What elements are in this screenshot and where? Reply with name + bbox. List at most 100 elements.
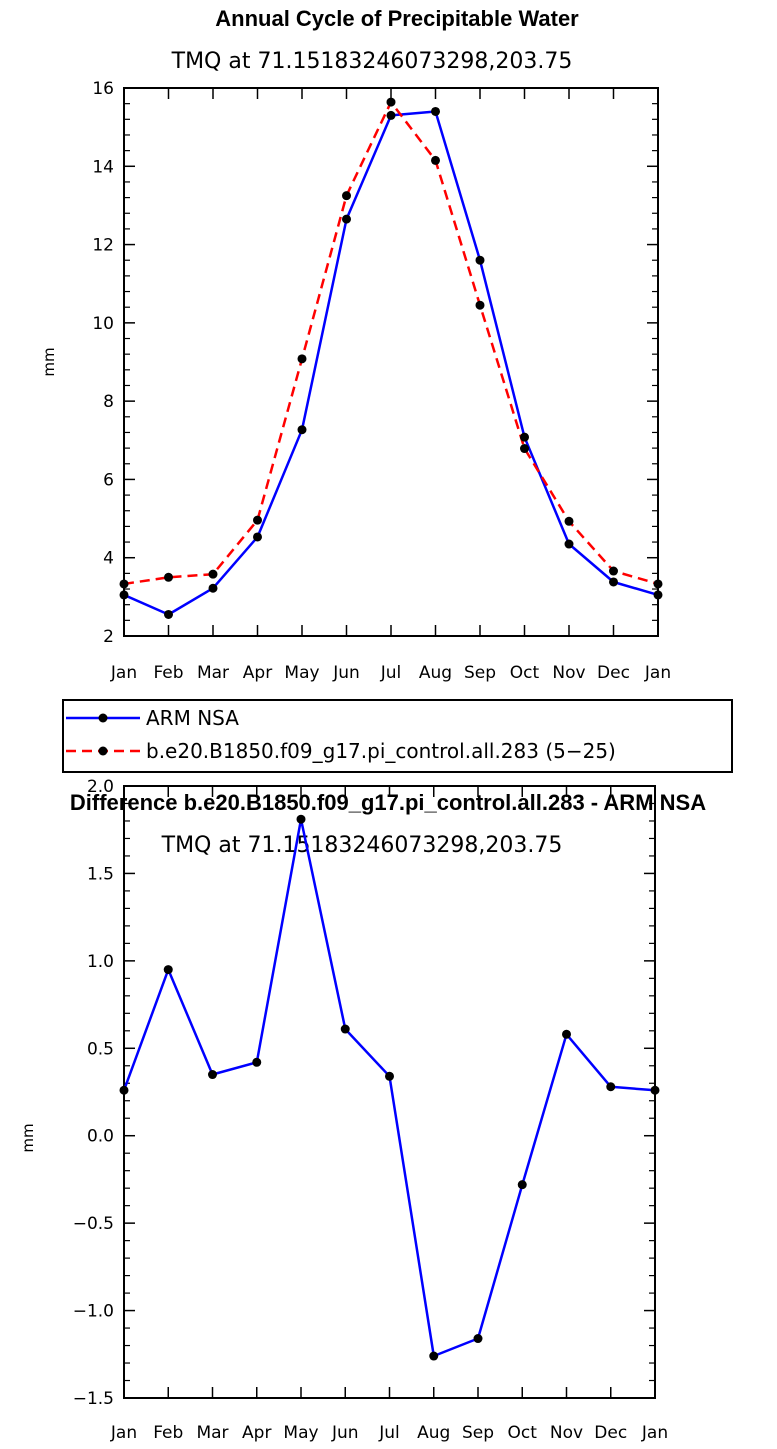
- chart1-series-line-1: [123, 110, 659, 616]
- chart1-series-2-point: [119, 579, 129, 589]
- chart1-series-2-point: [297, 354, 307, 364]
- chart2-x-tick-label: Aug: [417, 1423, 450, 1443]
- chart2-x-tick-label: Dec: [594, 1423, 627, 1443]
- chart1-title: Annual Cycle of Precipitable Water: [215, 6, 579, 31]
- chart2-y-tick-label: 0.5: [87, 1039, 114, 1059]
- chart1-x-tick-label: Mar: [197, 663, 229, 683]
- chart2-x-tick-label: Apr: [242, 1423, 271, 1443]
- chart1-series-2-point: [564, 516, 574, 526]
- chart1-x-tick-label: Apr: [243, 663, 272, 683]
- chart2-x-tick-label: May: [283, 1423, 318, 1443]
- chart1-x-tick-label: Oct: [510, 663, 540, 683]
- chart1-series-2-point: [653, 579, 663, 589]
- chart2-series-1-point: [340, 1024, 350, 1034]
- chart2-series-1-point: [252, 1057, 262, 1067]
- chart1-y-axis-label: mm: [40, 347, 58, 376]
- chart1-series-2-point: [253, 515, 262, 525]
- legend-marker-model: [98, 746, 108, 756]
- chart2-y-tick-label: 1.5: [87, 864, 114, 884]
- chart2-y-tick-label: −0.5: [73, 1214, 114, 1234]
- legend-box: [62, 699, 733, 773]
- chart1-series-1-point: [564, 539, 574, 549]
- chart1-series-1-point: [253, 532, 262, 542]
- chart1-x-tick-label: Jan: [110, 663, 137, 683]
- chart1-series-1-point: [119, 590, 129, 600]
- chart1-series-2-point: [386, 97, 396, 107]
- chart2-y-axis-label: mm: [19, 1123, 37, 1152]
- chart1-x-tick-label: Jan: [644, 663, 671, 683]
- chart1-series-1-point: [386, 110, 396, 120]
- chart1-series-1-point: [297, 425, 307, 435]
- chart2-x-tick-label: Feb: [153, 1423, 183, 1443]
- chart2-series-1-point: [429, 1351, 439, 1361]
- chart2-series-1-point: [517, 1180, 527, 1190]
- chart1-series-line-2: [123, 100, 659, 586]
- chart2-x-tick-label: Mar: [196, 1423, 228, 1443]
- chart2-y-tick-label: 0.0: [87, 1127, 114, 1147]
- chart1-y-tick-label: 12: [92, 236, 114, 256]
- chart2-series-1-point: [562, 1029, 571, 1039]
- chart1-frame: [123, 87, 659, 637]
- chart2-frame: [123, 785, 656, 1399]
- chart2-series-1-point: [473, 1334, 483, 1344]
- chart1-y-tick-label: 16: [92, 79, 114, 99]
- chart1-x-tick-label: Nov: [552, 663, 585, 683]
- chart1-series-2-point: [475, 300, 485, 310]
- chart2-series-1-point: [296, 814, 306, 824]
- chart2-series-1-point: [163, 965, 173, 975]
- chart1-x-tick-label: Sep: [464, 663, 496, 683]
- chart1-series-2-point: [208, 569, 218, 579]
- chart2-x-tick-label: Jun: [331, 1423, 359, 1443]
- chart1-y-tick-label: 2: [103, 627, 114, 647]
- chart1-x-tick-label: Feb: [153, 663, 183, 683]
- chart2-x-tick-label: Oct: [508, 1423, 538, 1443]
- chart2-series-1-point: [385, 1071, 394, 1081]
- chart2-series-1-point: [208, 1070, 217, 1080]
- chart2-x-tick-label: Jan: [641, 1423, 668, 1443]
- chart1-x-tick-label: Jun: [332, 663, 360, 683]
- chart1-subtitle: TMQ at 71.15183246073298,203.75: [171, 49, 573, 74]
- chart1-series-1-point: [475, 255, 485, 265]
- chart2-plot-area: −1.5 −1.0 −0.5 0.0 0.5 1.0 1.5 2.0 Jan Feb Mar Apr M…: [73, 777, 668, 1443]
- chart1-series-1-point: [208, 583, 218, 593]
- chart1-y-tick-label: 10: [92, 314, 114, 334]
- chart2-y-tick-label: 1.0: [87, 952, 114, 972]
- chart2-y-tick-label: 2.0: [87, 777, 114, 797]
- chart1-series-2-point: [342, 191, 351, 201]
- chart2-x-tick-label: Sep: [462, 1423, 494, 1443]
- chart1-series-2-point: [609, 566, 618, 576]
- chart1-y-tick-label: 8: [103, 392, 114, 412]
- chart2-title: Difference b.e20.B1850.f09_g17.pi_contro…: [70, 790, 706, 815]
- chart2-x-tick-label: Jan: [110, 1423, 137, 1443]
- chart2-series-line-1: [122, 817, 656, 1358]
- legend: ARM NSA b.e20.B1850.f09_g17.pi_control.a…: [62, 699, 733, 773]
- chart1-y-tick-label: 4: [103, 549, 114, 569]
- chart1-series-2-point: [431, 155, 440, 165]
- chart1-series-1-point: [164, 609, 173, 619]
- chart1-y-tick-label: 14: [92, 157, 114, 177]
- chart1-series-2-point: [164, 572, 173, 582]
- legend-entry-arm-nsa: ARM NSA: [146, 706, 239, 730]
- chart1-series-2-point: [520, 444, 529, 454]
- chart1-plot-area: 2 4 6 8 10 12 14 16 Jan Feb Mar Apr May Jun Jul Aug Sep O…: [92, 79, 671, 683]
- chart1-x-tick-label: Aug: [419, 663, 452, 683]
- chart2-series-1-point: [650, 1085, 660, 1095]
- chart1-x-tick-label: May: [284, 663, 319, 683]
- chart2-series-1-point: [119, 1085, 129, 1095]
- chart2-y-tick-label: −1.0: [73, 1302, 114, 1322]
- chart2-subtitle: TMQ at 71.15183246073298,203.75: [161, 833, 563, 858]
- chart1-y-tick-label: 6: [103, 470, 114, 490]
- chart2-series-1-point: [606, 1082, 616, 1092]
- chart2-y-tick-label: −1.5: [73, 1389, 114, 1409]
- chart1-x-tick-label: Jul: [380, 663, 402, 683]
- chart1-series-1-point: [520, 432, 529, 442]
- legend-entry-model: b.e20.B1850.f09_g17.pi_control.all.283 (…: [146, 739, 616, 763]
- legend-marker-arm-nsa: [98, 713, 108, 723]
- chart2-x-tick-label: Nov: [550, 1423, 583, 1443]
- chart1-series-1-point: [609, 577, 618, 587]
- chart1-x-tick-label: Dec: [597, 663, 630, 683]
- chart1-series-1-point: [431, 106, 440, 116]
- chart2-x-tick-label: Jul: [378, 1423, 400, 1443]
- chart1-series-1-point: [342, 214, 351, 224]
